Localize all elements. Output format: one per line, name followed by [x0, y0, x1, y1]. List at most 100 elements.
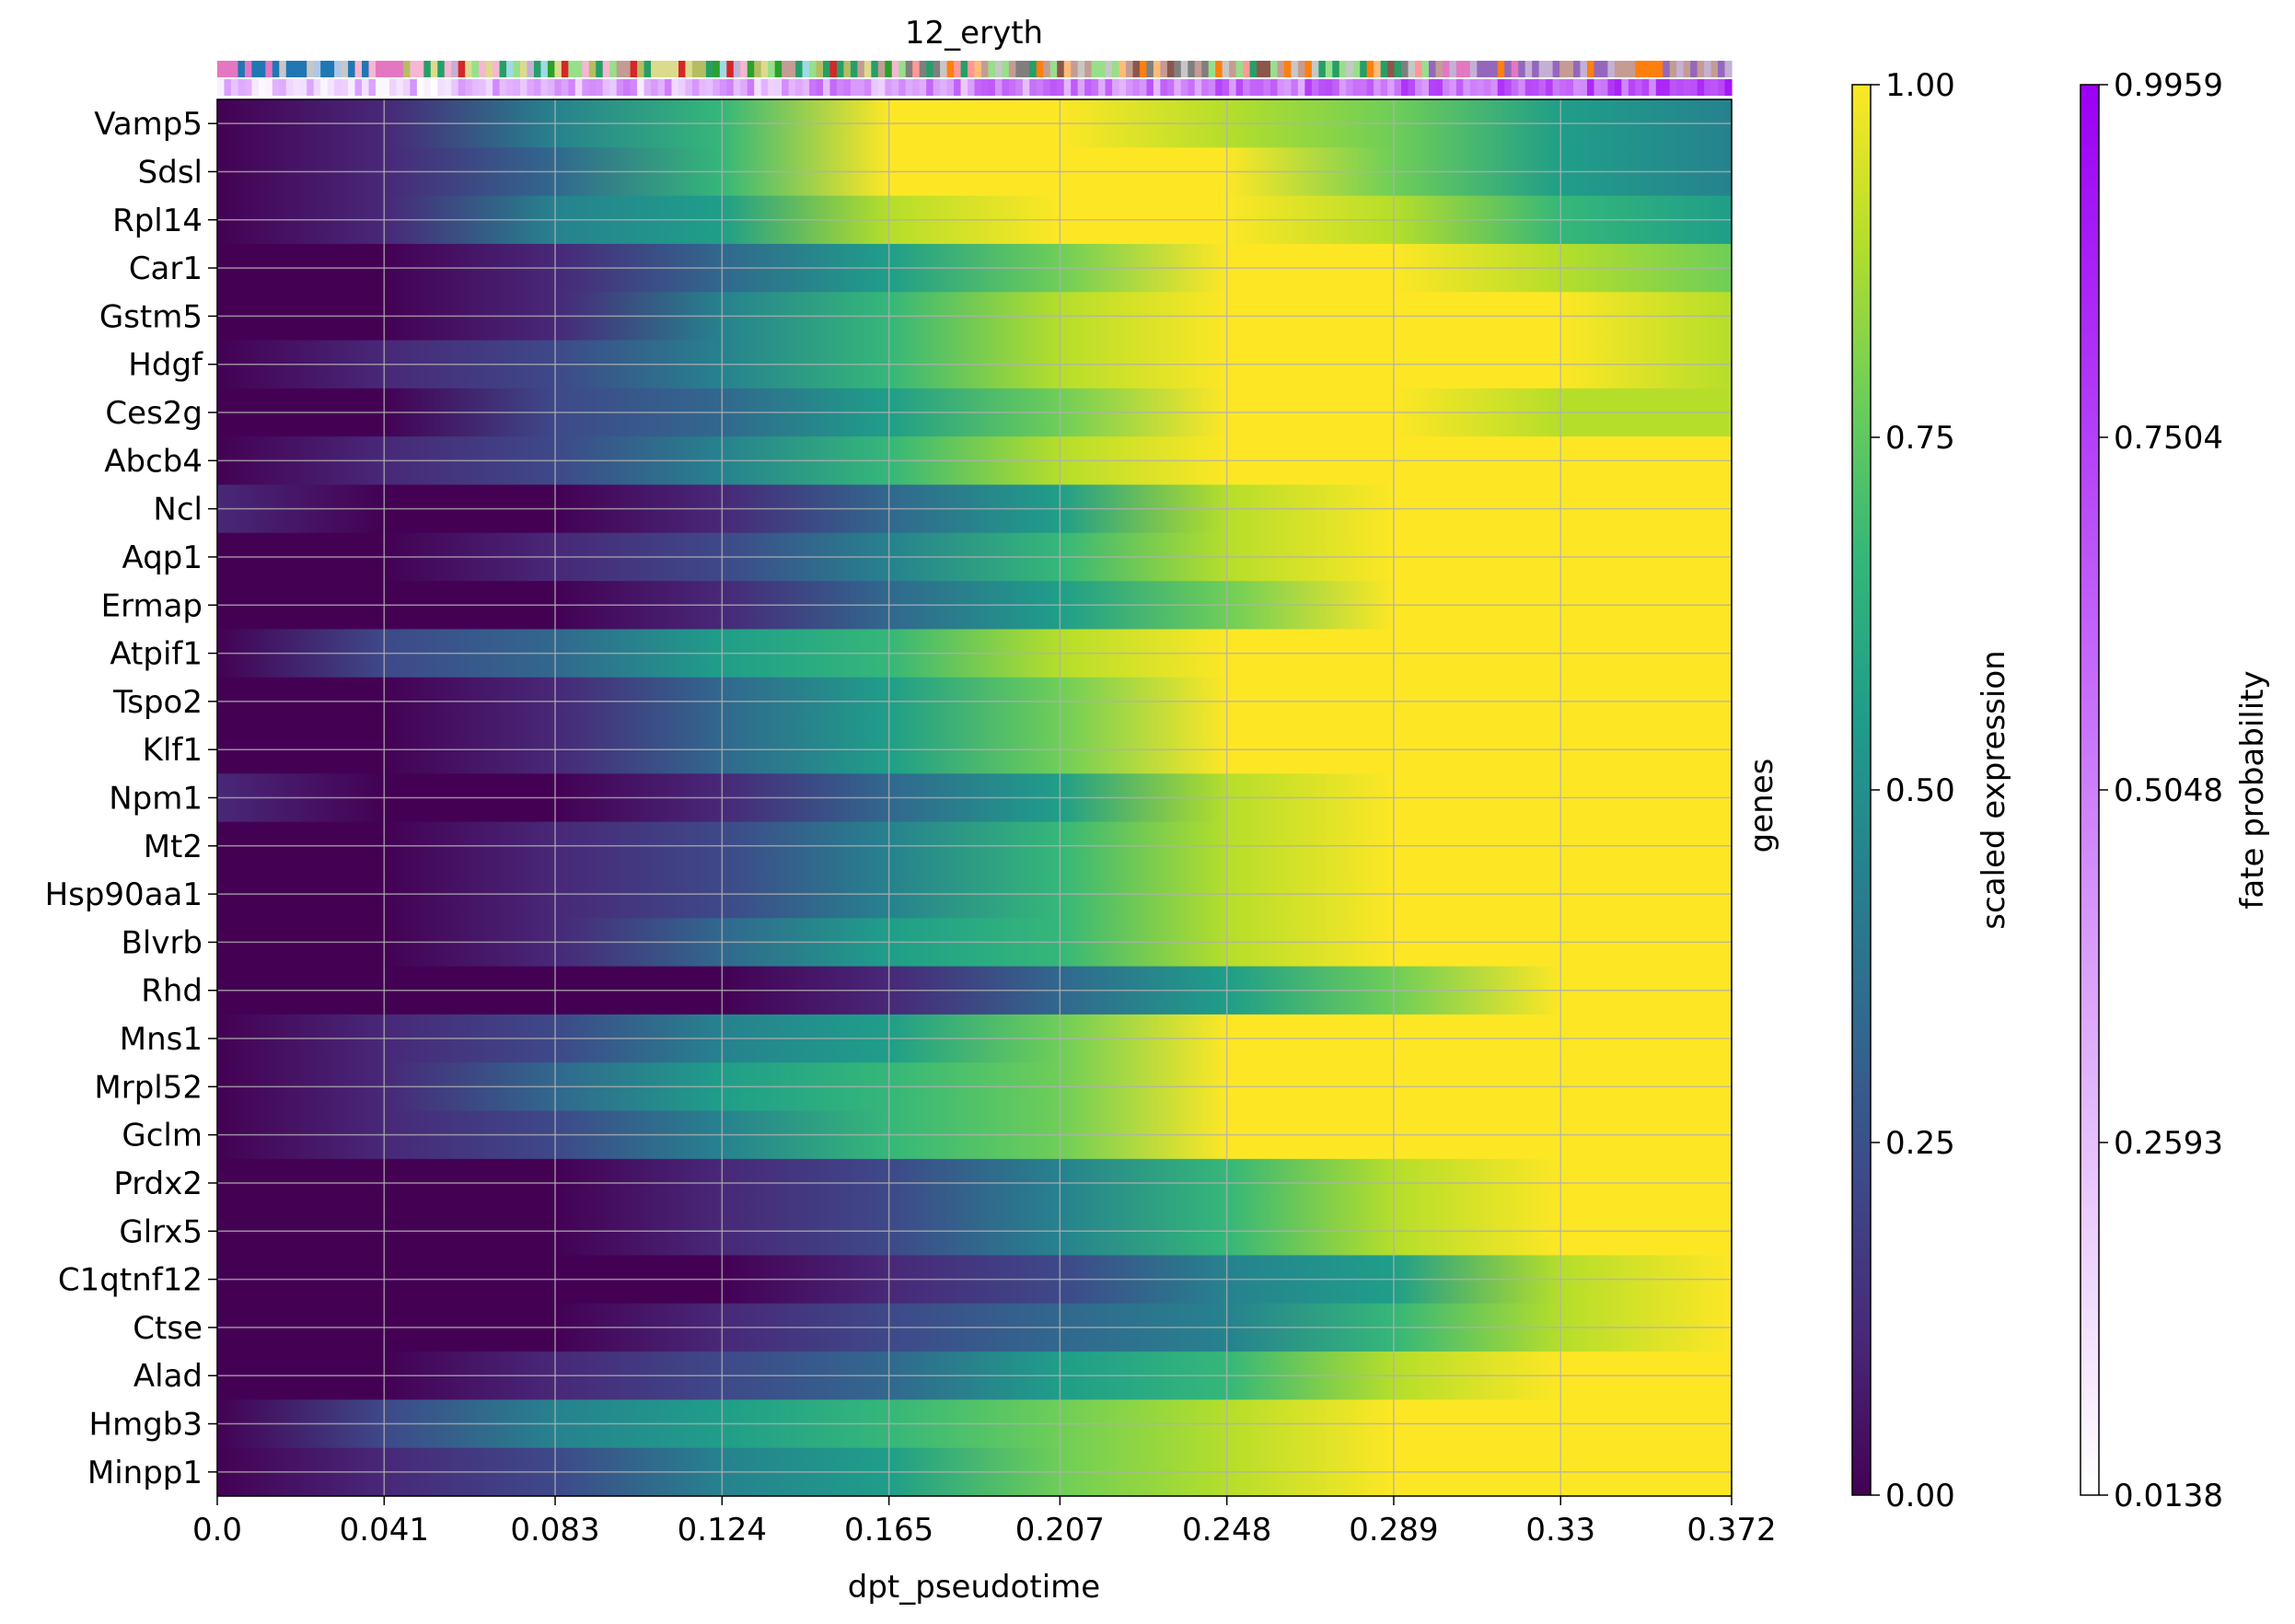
cluster-cell [1663, 61, 1671, 77]
cluster-cell [362, 61, 370, 77]
cluster-cell [1394, 61, 1402, 77]
fate-cell [774, 79, 782, 96]
cluster-cell [471, 61, 480, 77]
cluster-cell [1222, 61, 1230, 77]
cluster-cell [898, 61, 907, 77]
gene-label: Hmgb3 [89, 1407, 203, 1444]
cluster-cell [1559, 61, 1568, 77]
fate-cell [479, 79, 487, 96]
fate-cell [637, 79, 645, 96]
fate-cell [919, 79, 927, 96]
cluster-cell [285, 61, 294, 77]
cluster-cell [437, 61, 446, 77]
cluster-cell [1112, 61, 1120, 77]
gene-label: Ces2g [105, 395, 203, 432]
cluster-cell [802, 61, 810, 77]
cluster-cell [788, 61, 796, 77]
cluster-cell [809, 61, 817, 77]
cluster-cell [582, 61, 590, 77]
cluster-cell [1641, 61, 1650, 77]
cluster-cell [1387, 61, 1396, 77]
fate-cell [1160, 79, 1168, 96]
fate-cell [1504, 79, 1513, 96]
fate-cell [1297, 79, 1306, 96]
cluster-cell [1421, 61, 1430, 77]
cluster-cell [1008, 61, 1016, 77]
fate-cell [368, 79, 377, 96]
cluster-cell [1346, 61, 1354, 77]
cluster-cell [1063, 61, 1072, 77]
cluster-cell [877, 61, 886, 77]
fate-cell [307, 79, 315, 96]
fate-cell [678, 79, 687, 96]
fate-cell [375, 79, 384, 96]
cluster-cell [1655, 61, 1663, 77]
cluster-cell [1208, 61, 1216, 77]
fate-cell [1201, 79, 1210, 96]
cluster-annotation-strip [217, 61, 1733, 77]
fate-cell [1222, 79, 1230, 96]
cluster-cell [217, 61, 226, 77]
colorbar-tick-label: 0.5048 [2114, 772, 2223, 809]
fate-cell [554, 79, 562, 96]
cluster-cell [912, 61, 921, 77]
fate-cell [1029, 79, 1037, 96]
cluster-cell [238, 61, 246, 77]
gene-label: Sdsl [138, 154, 203, 191]
cluster-cell [768, 61, 776, 77]
fate-cell [1621, 79, 1629, 96]
cluster-cell [1043, 61, 1051, 77]
fate-cell [1235, 79, 1244, 96]
fate-cell [1690, 79, 1698, 96]
fate-cell [513, 79, 521, 96]
cluster-cell [1442, 61, 1451, 77]
cluster-cell [410, 61, 418, 77]
fate-cell [1704, 79, 1712, 96]
cluster-cell [1573, 61, 1582, 77]
fate-cell [671, 79, 679, 96]
fate-cell [1194, 79, 1202, 96]
fate-cell [602, 79, 610, 96]
cluster-cell [1084, 61, 1093, 77]
cluster-cell [1339, 61, 1347, 77]
x-tick-label: 0.165 [844, 1512, 933, 1549]
fate-cell [1511, 79, 1519, 96]
cluster-cell [616, 61, 624, 77]
fate-cell [596, 79, 604, 96]
cluster-cell [1188, 61, 1196, 77]
cluster-cell [506, 61, 515, 77]
fate-cell [1552, 79, 1560, 96]
fate-cell [1166, 79, 1175, 96]
cluster-cell [685, 61, 693, 77]
cluster-cell [574, 61, 583, 77]
cluster-cell [1607, 61, 1616, 77]
fate-cell [1477, 79, 1485, 96]
cluster-cell [1332, 61, 1340, 77]
fate-cell [1146, 79, 1154, 96]
cluster-cell [1277, 61, 1285, 77]
fate-cell [568, 79, 576, 96]
fate-cell [1408, 79, 1416, 96]
fate-cell [320, 79, 329, 96]
fate-cell [334, 79, 342, 96]
gene-label: Npm1 [109, 781, 203, 818]
gene-label: Blvrb [122, 924, 203, 961]
fate-cell [410, 79, 418, 96]
fate-cell [713, 79, 721, 96]
fate-cell [1497, 79, 1505, 96]
cluster-cell [1490, 61, 1499, 77]
fate-cell [279, 79, 287, 96]
fate-cell [1415, 79, 1423, 96]
cluster-cell [1704, 61, 1712, 77]
fate-cell [885, 79, 893, 96]
cluster-cell [1676, 61, 1685, 77]
cluster-cell [665, 61, 673, 77]
cluster-cell [623, 61, 632, 77]
gene-label: C1qtnf12 [58, 1262, 203, 1299]
fate-cell [760, 79, 769, 96]
fate-cell [1559, 79, 1568, 96]
cluster-cell [774, 61, 782, 77]
fate-cell [1352, 79, 1361, 96]
fate-cell [1339, 79, 1347, 96]
cluster-cell [1524, 61, 1533, 77]
